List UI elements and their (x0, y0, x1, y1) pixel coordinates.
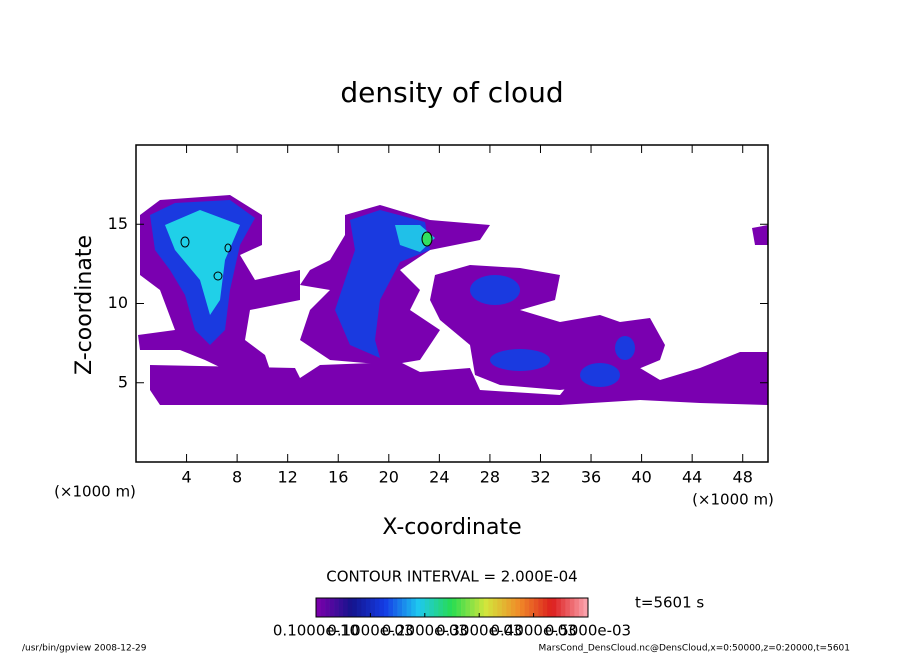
colorbar-band (474, 598, 480, 617)
colorbar-band (456, 598, 462, 617)
colorbar-band (388, 598, 394, 617)
colorbar: 0.1000e-100.1000e-030.2000e-030.3000e-03… (273, 597, 631, 640)
time-label: t=5601 s (635, 594, 704, 612)
colorbar-band (569, 598, 575, 617)
colorbar-band (465, 598, 471, 617)
colorbar-band (365, 598, 371, 617)
colorbar-band (374, 598, 380, 617)
colorbar-band (433, 598, 439, 617)
colorbar-band (578, 598, 584, 617)
colorbar-band (320, 598, 326, 617)
colorbar-band (329, 598, 335, 617)
x-tick-label: 40 (631, 468, 651, 487)
colorbar-band (533, 598, 539, 617)
colorbar-band (370, 598, 376, 617)
colorbar-band (483, 598, 489, 617)
colorbar-band (515, 598, 521, 617)
colorbar-band (470, 598, 475, 617)
colorbar-band (415, 598, 421, 617)
y-unit: (×1000 m) (54, 483, 136, 501)
colorbar-band (447, 598, 453, 617)
footer-right: MarsCond_DensCloud.nc@DensCloud,x=0:5000… (539, 644, 851, 654)
colorbar-band (461, 598, 466, 617)
y-axis-label: Z-coordinate (72, 235, 97, 375)
colorbar-band (316, 598, 321, 617)
colorbar-tick-label: 0.1000e-03 (327, 622, 413, 640)
footer-left: /usr/bin/gpview 2008-12-29 (22, 644, 147, 654)
colorbar-band (479, 598, 485, 617)
colorbar-band (420, 598, 426, 617)
colorbar-band (574, 598, 580, 617)
colorbar-band (583, 598, 589, 617)
colorbar-tick-label: 0.1000e-10 (273, 622, 359, 640)
x-axis-label: X-coordinate (382, 515, 521, 540)
y-tick-label: 10 (108, 293, 128, 312)
colorbar-band (397, 598, 403, 617)
colorbar-band (551, 598, 557, 617)
colorbar-band (429, 598, 435, 617)
x-tick-label: 16 (328, 468, 348, 487)
colorbar-band (520, 598, 525, 617)
colorbar-band (560, 598, 566, 617)
colorbar-band (424, 598, 430, 617)
colorbar-band (529, 598, 534, 617)
colorbar-band (352, 598, 358, 617)
x-unit: (×1000 m) (692, 491, 774, 509)
colorbar-band (506, 598, 512, 617)
colorbar-band (524, 598, 530, 617)
x-tick-label: 24 (429, 468, 449, 487)
colorbar-tick-label: 0.2000e-03 (382, 622, 468, 640)
colorbar-band (556, 598, 562, 617)
y-tick-label: 15 (108, 214, 128, 233)
colorbar-tick-label: 0.5000e-03 (545, 622, 631, 640)
x-tick-label: 36 (581, 468, 601, 487)
x-tick-label: 20 (379, 468, 399, 487)
colorbar-band (411, 598, 417, 617)
colorbar-band (334, 598, 339, 617)
colorbar-band (542, 598, 548, 617)
colorbar-band (338, 598, 344, 617)
colorbar-tick-label: 0.4000e-03 (490, 622, 576, 640)
colorbar-band (402, 598, 407, 617)
colorbar-band (361, 598, 367, 617)
x-tick-label: 32 (530, 468, 550, 487)
x-tick-label: 28 (480, 468, 500, 487)
cloud-field (138, 195, 768, 405)
colorbar-band (325, 598, 330, 617)
colorbar-band (538, 598, 543, 617)
y-tick-label: 5 (118, 372, 128, 391)
x-tick-label: 12 (278, 468, 298, 487)
x-tick-label: 8 (232, 468, 242, 487)
colorbar-band (393, 598, 398, 617)
colorbar-band (488, 598, 494, 617)
colorbar-band (343, 598, 349, 617)
colorbar-band (510, 598, 516, 617)
colorbar-band (442, 598, 448, 617)
colorbar-band (492, 598, 498, 617)
colorbar-band (452, 598, 457, 617)
colorbar-band (356, 598, 362, 617)
colorbar-band (497, 598, 503, 617)
colorbar-frame (315, 597, 589, 618)
colorbar-band (379, 598, 385, 617)
colorbar-band (347, 598, 353, 617)
colorbar-band (406, 598, 412, 617)
x-tick-label: 4 (181, 468, 191, 487)
colorbar-band (438, 598, 444, 617)
colorbar-band (565, 598, 571, 617)
colorbar-tick-label: 0.3000e-03 (436, 622, 522, 640)
colorbar-band (547, 598, 553, 617)
colorbar-band (501, 598, 507, 617)
contour-interval: CONTOUR INTERVAL = 2.000E-04 (326, 568, 577, 586)
chart-title: density of cloud (340, 76, 563, 109)
x-tick-label: 48 (733, 468, 753, 487)
colorbar-band (384, 598, 389, 617)
x-tick-label: 44 (682, 468, 702, 487)
